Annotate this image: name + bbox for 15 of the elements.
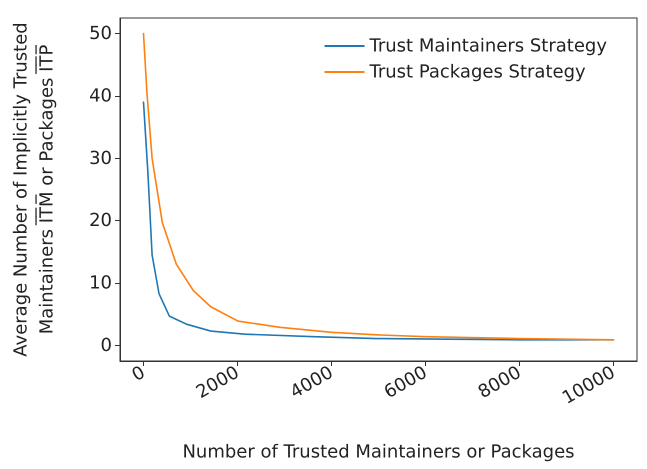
y-tick-label: 30 (89, 148, 112, 169)
y-tick-label: 20 (89, 210, 112, 232)
x-axis-title: Number of Trusted Maintainers or Packages (182, 442, 575, 462)
line-series (142, 32, 614, 341)
y-tick-label: 10 (89, 272, 112, 294)
x-tick-label: 0 (128, 362, 149, 386)
y-tick-label: 0 (100, 334, 112, 356)
x-tick-label: 6000 (380, 362, 431, 403)
legend-label: Trust Maintainers Strategy (368, 36, 608, 56)
y-tick-label: 40 (89, 85, 112, 106)
y-tick-label: 50 (89, 23, 112, 44)
legend-label: Trust Packages Strategy (368, 62, 586, 82)
x-tick-label: 8000 (474, 362, 525, 403)
y-axis-title: Average Number of Implicitly Trusted Maintainers I̅T̅M̅ or Packages I̅T̅P̅ (10, 22, 58, 357)
x-tick-label: 4000 (286, 362, 337, 403)
